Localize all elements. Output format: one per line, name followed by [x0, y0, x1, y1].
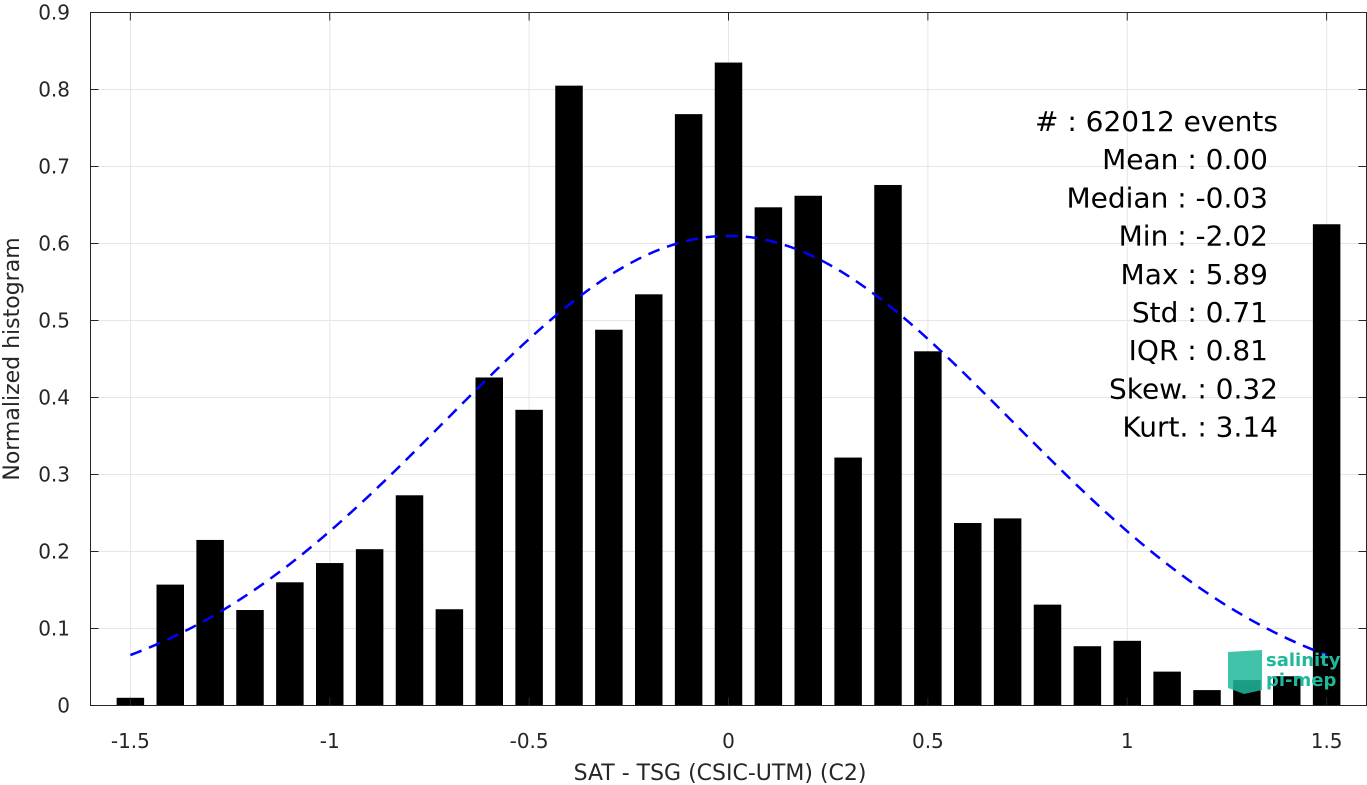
histogram-bar — [714, 62, 743, 706]
logo-line-2: pi-mep — [1266, 670, 1336, 691]
histogram-bar — [1073, 646, 1102, 706]
histogram-bar — [754, 207, 783, 706]
y-axis-title: Normalized histogram — [0, 237, 25, 480]
histogram-bar — [276, 582, 304, 706]
histogram-bar — [515, 409, 543, 706]
histogram-bar — [475, 377, 503, 706]
stats-line: Min : -2.02 — [1119, 220, 1268, 253]
histogram-bar — [236, 610, 264, 706]
x-tick-label: 0.5 — [912, 729, 944, 753]
stats-line: IQR : 0.81 — [1129, 334, 1268, 367]
histogram-bar — [794, 195, 822, 706]
x-axis-title: SAT - TSG (CSIC-UTM) (C2) — [574, 761, 867, 785]
axis-ticks: -1.5 -1 -0.5 0 0.5 1 1.5 0 0.1 0.2 0.3 0.4 0.5 0.6 0.7… — [38, 1, 1367, 753]
histogram-bar — [316, 563, 344, 706]
x-tick-label: -1.5 — [111, 729, 150, 753]
gaussian-fit-curve — [129, 234, 1328, 657]
stats-line: Mean : 0.00 — [1102, 143, 1268, 176]
y-tick-label: 0 — [57, 694, 70, 718]
histogram-bar — [196, 539, 224, 706]
histogram-bar — [1193, 690, 1221, 706]
histogram-bar — [1273, 676, 1301, 706]
statistics-box: # : 62012 events Mean : 0.00 Median : -0.0… — [1035, 105, 1278, 444]
y-tick-label: 0.5 — [38, 309, 70, 333]
y-tick-label: 0.8 — [38, 78, 70, 102]
histogram-bar — [555, 85, 583, 706]
stats-line: Kurt. : 3.14 — [1122, 411, 1278, 444]
x-tick-label: 1.5 — [1311, 729, 1343, 753]
stats-line: Skew. : 0.32 — [1109, 372, 1278, 405]
logo-line-1: salinity — [1266, 650, 1341, 671]
stats-line: # : 62012 events — [1035, 105, 1278, 138]
histogram-bar — [395, 495, 424, 706]
histogram-bar — [1033, 604, 1062, 706]
histogram-bar — [874, 184, 902, 706]
y-tick-label: 0.2 — [38, 540, 70, 564]
x-tick-label: -1 — [320, 729, 340, 753]
histogram-bar — [435, 609, 464, 706]
histogram-bar — [1113, 640, 1141, 706]
histogram-bar — [674, 114, 703, 706]
x-tick-label: 0 — [722, 729, 735, 753]
histogram-bar — [635, 294, 663, 706]
histogram-bar — [156, 584, 184, 706]
y-tick-label: 0.7 — [38, 155, 70, 179]
y-tick-label: 0.1 — [38, 617, 70, 641]
histogram-bar — [834, 457, 862, 706]
y-tick-label: 0.3 — [38, 463, 70, 487]
stats-line: Max : 5.89 — [1121, 258, 1268, 291]
histogram-bar — [355, 549, 384, 706]
y-tick-label: 0.9 — [38, 1, 70, 25]
histogram-bar — [1312, 224, 1341, 706]
histogram-bar — [993, 518, 1022, 706]
stats-line: Std : 0.71 — [1132, 296, 1268, 329]
histogram-bar — [1153, 671, 1181, 706]
histogram-bar — [914, 351, 942, 706]
histogram-bar — [954, 523, 982, 706]
histogram-bar — [595, 329, 623, 706]
logo-mark-icon — [1228, 650, 1262, 694]
salinity-pimep-logo: salinity pi-mep — [1228, 650, 1341, 694]
stats-line: Median : -0.03 — [1066, 181, 1268, 214]
histogram-bars — [116, 62, 1341, 706]
x-tick-label: -0.5 — [510, 729, 549, 753]
y-tick-label: 0.6 — [38, 232, 70, 256]
y-tick-label: 0.4 — [38, 386, 70, 410]
x-tick-label: 1 — [1121, 729, 1134, 753]
